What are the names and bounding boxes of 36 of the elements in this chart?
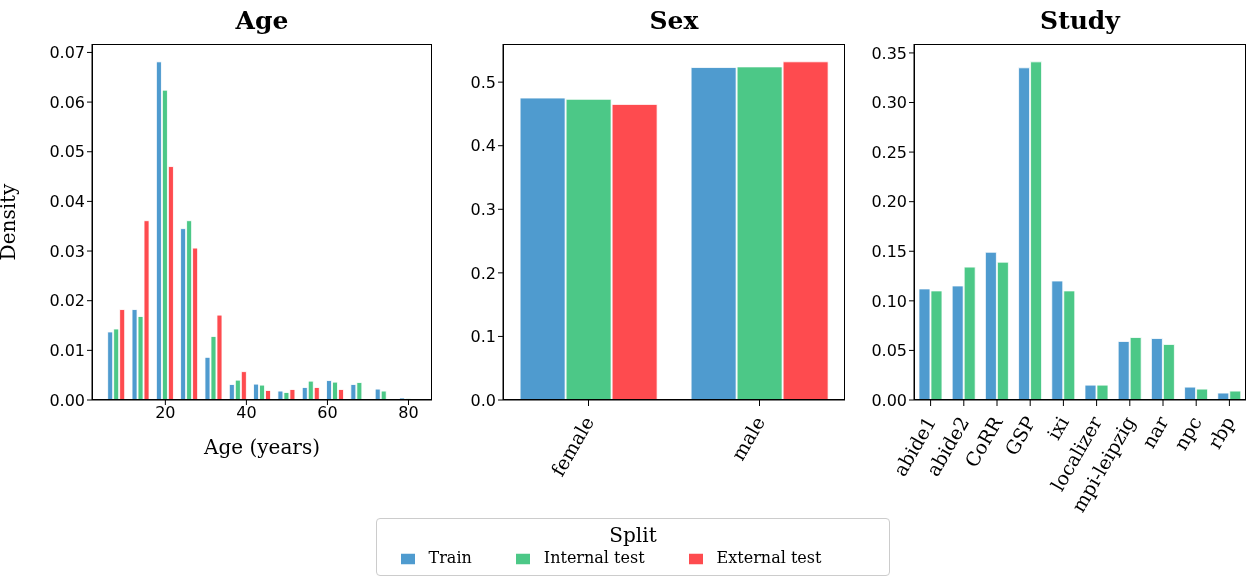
chart-title: Age [234,6,290,35]
y-tick-label: 0.30 [871,93,907,113]
x-tick-label: rbp [1203,412,1239,453]
y-tick-label: 0.1 [470,327,496,347]
chart-title: Study [1039,6,1122,35]
y-tick-label: 0.00 [871,390,907,410]
y-tick-label: 0.03 [49,241,85,261]
y-tick-label: 0.25 [871,142,907,162]
legend-title: Split [609,523,657,547]
y-axis-title: Density [0,182,21,261]
y-tick-label: 0.4 [470,136,496,156]
y-tick-label: 0.5 [470,72,496,92]
x-axis-title: Age (years) [203,435,320,459]
y-tick-label: 0.01 [49,341,85,361]
y-tick-label: 0.2 [470,263,496,283]
legend-label: Internal test [543,548,645,567]
y-tick-label: 0.02 [49,291,85,311]
y-tick-label: 0.0 [470,390,496,410]
legend-label: Train [428,548,472,567]
y-tick-label: 0.04 [49,192,85,212]
y-tick-label: 0.05 [49,142,85,162]
y-tick-label: 0.06 [49,92,85,112]
chart-title: Sex [648,6,700,35]
x-tick-label: 80 [398,403,419,423]
y-tick-label: 0.20 [871,192,907,212]
y-tick-label: 0.3 [470,199,496,219]
legend-label: External test [716,548,822,567]
y-tick-label: 0.05 [871,341,907,361]
x-tick-label: 20 [155,403,176,423]
y-tick-label: 0.15 [871,241,907,261]
y-tick-label: 0.35 [871,43,907,63]
y-tick-label: 0.10 [871,291,907,311]
x-tick-label: 40 [236,403,257,423]
x-tick-label: 60 [317,403,338,423]
y-tick-label: 0.00 [49,390,85,410]
y-tick-label: 0.07 [49,43,85,63]
